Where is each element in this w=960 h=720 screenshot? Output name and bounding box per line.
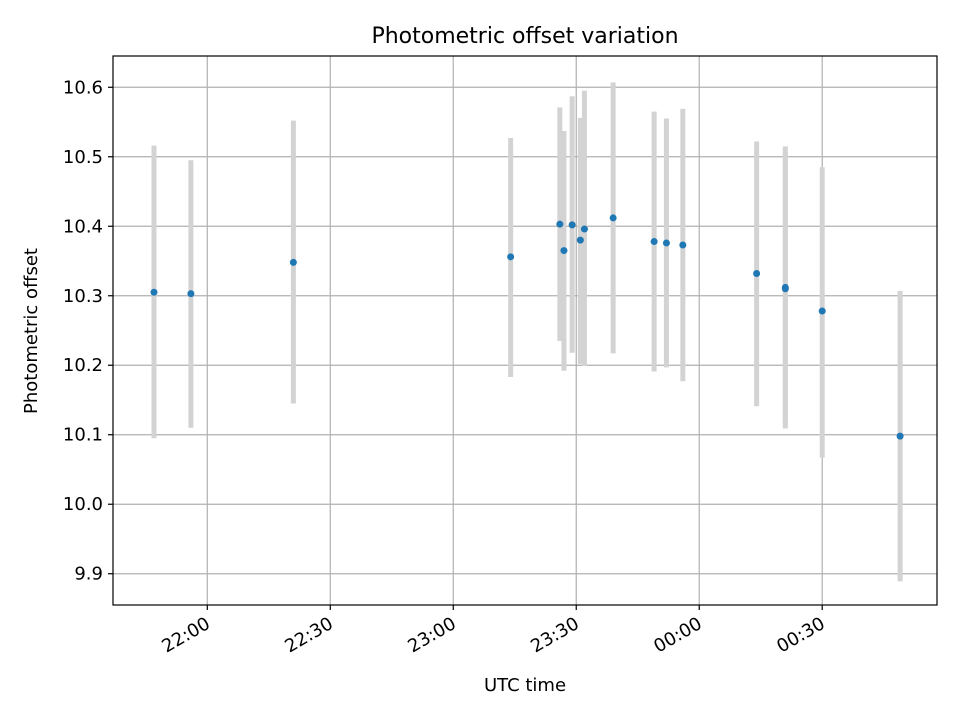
data-point — [507, 253, 515, 261]
data-point — [580, 225, 588, 233]
data-point — [753, 270, 761, 278]
data-point — [781, 285, 789, 293]
x-axis-label: UTC time — [484, 675, 566, 696]
y-tick-label: 10.2 — [63, 355, 103, 376]
y-axis-label: Photometric offset — [21, 248, 42, 414]
y-tick-label: 10.6 — [63, 77, 103, 98]
data-point — [679, 241, 687, 249]
data-point — [187, 290, 195, 298]
data-point — [609, 214, 617, 222]
data-points — [150, 214, 904, 440]
data-point — [560, 247, 568, 255]
data-point — [818, 307, 826, 315]
data-point — [576, 236, 584, 244]
data-point — [556, 220, 564, 228]
y-tick-label: 10.0 — [63, 494, 103, 515]
plot-frame — [112, 55, 938, 606]
y-axis-ticks: 9.9 10.0 10.1 10.2 10.3 10.4 10.5 10.6 — [63, 77, 113, 585]
data-point — [662, 239, 670, 247]
data-point — [896, 432, 904, 440]
data-point — [289, 258, 297, 266]
data-point — [568, 221, 576, 229]
y-tick-label: 10.5 — [63, 147, 103, 168]
y-tick-label: 9.9 — [74, 564, 103, 585]
y-tick-label: 10.4 — [63, 216, 103, 237]
chart-title: Photometric offset variation — [371, 24, 678, 49]
y-tick-label: 10.1 — [63, 425, 103, 446]
data-point — [150, 288, 158, 296]
data-point — [650, 238, 658, 246]
y-tick-label: 10.3 — [63, 286, 103, 307]
